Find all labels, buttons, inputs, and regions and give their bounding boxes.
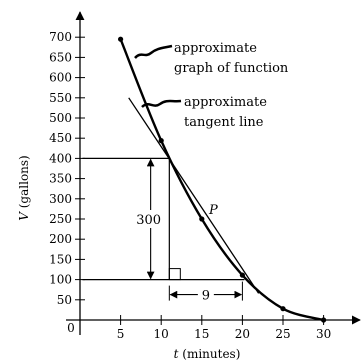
x-axis-title: t (minutes) [174, 347, 241, 361]
x-tick-label: 30 [316, 327, 331, 341]
slope-triangle: 300 9 [82, 157, 245, 306]
tangent-line-group [128, 97, 260, 294]
function-curve-group [118, 36, 327, 323]
data-point [321, 317, 327, 323]
y-tick-label: 250 [49, 212, 72, 226]
y-tick-label: 50 [57, 293, 72, 307]
y-axis-title: V (gallons) [17, 155, 31, 221]
tangent-label-line1: approximate [184, 95, 267, 110]
y-tick-label: 450 [49, 131, 72, 145]
function-annotation: approximate graph of function [134, 41, 289, 76]
x-tick-label: 25 [275, 327, 290, 341]
y-tick-label: 650 [49, 50, 72, 64]
x-ticks: 5 10 15 20 25 30 [117, 315, 331, 341]
data-point [239, 272, 245, 278]
tangent-label-line2: tangent line [184, 115, 264, 130]
function-pointer [134, 44, 173, 59]
right-angle-marker [168, 268, 181, 281]
data-point [118, 36, 124, 42]
y-tick-label: 150 [49, 252, 72, 266]
point-p-label: P [208, 203, 218, 218]
data-point [158, 138, 164, 144]
x-tick-label: 20 [235, 327, 250, 341]
y-tick-label: 550 [49, 91, 72, 105]
rise-label: 300 [136, 213, 161, 228]
y-tick-label: 400 [49, 151, 72, 165]
data-point [280, 306, 286, 312]
x-tick-label: 10 [154, 327, 169, 341]
run-label: 9 [202, 289, 210, 304]
y-ticks: 50 100 150 200 250 300 350 400 450 500 550 600 650 70… [49, 30, 85, 307]
tangent-line [128, 97, 260, 294]
y-tick-label: 100 [49, 273, 72, 287]
y-tick-label: 500 [49, 111, 72, 125]
origin-label: 0 [67, 321, 75, 335]
y-tick-label: 350 [49, 172, 72, 186]
tangent-pointer [141, 99, 182, 108]
x-tick-label: 5 [117, 327, 125, 341]
function-label-line2: graph of function [174, 61, 289, 76]
function-label-line1: approximate [174, 41, 257, 56]
y-tick-label: 200 [49, 232, 72, 246]
y-tick-label: 700 [49, 30, 72, 44]
tangent-annotation: approximate tangent line [141, 95, 267, 130]
x-tick-label: 15 [194, 327, 209, 341]
axes [66, 11, 361, 335]
data-point [199, 216, 205, 222]
y-tick-label: 300 [49, 192, 72, 206]
y-tick-label: 600 [49, 71, 72, 85]
